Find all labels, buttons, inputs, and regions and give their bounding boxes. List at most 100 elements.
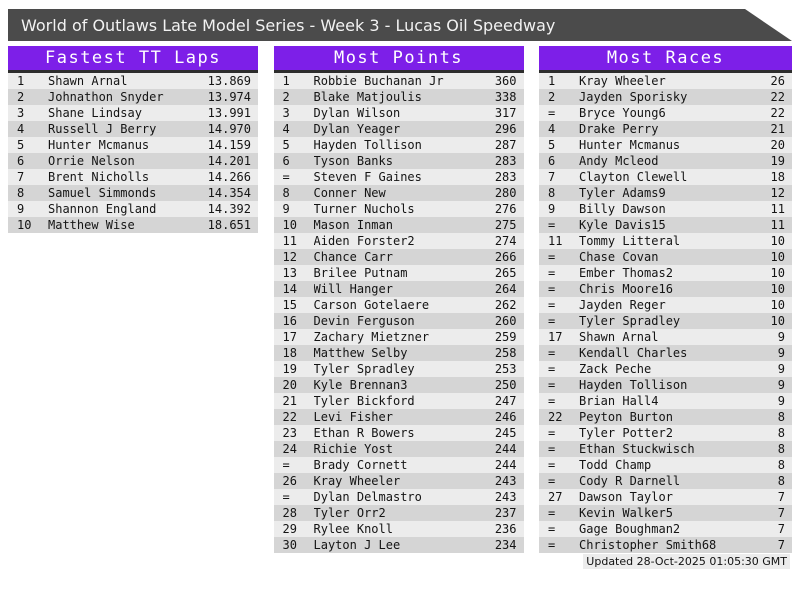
name-cell: Johnathon Snyder [48,90,164,104]
name-cell: Jayden Sporisky [579,90,688,104]
table-row: 17 Zachary Mietzner 259 [273,329,524,345]
value-cell: 259 [494,330,517,344]
panel-fastest-tt-laps: Fastest TT Laps 1 Shawn Arnal 13.869 2 J… [8,46,258,553]
value-cell: 9 [777,394,785,408]
table-row: 16 Devin Ferguson 260 [273,313,524,329]
name-cell: Shane Lindsay [48,106,142,120]
value-cell: 234 [494,538,517,552]
rank-cell: = [548,314,556,328]
name-cell: Matthew Selby [313,346,408,360]
rank-cell: 11 [282,234,297,248]
table-row: 21 Tyler Bickford 247 [273,393,524,409]
table-row: 13 Brilee Putnam 265 [273,265,524,281]
value-cell: 10 [770,282,785,296]
name-cell: Turner Nuchols [313,202,415,216]
panel-most-races: Most Races 1 Kray Wheeler 26 2 Jayden Sp… [539,46,792,553]
rank-cell: = [548,474,556,488]
name-cell: Steven F Gaines [313,170,422,184]
updated-timestamp: Updated 28-Oct-2025 01:05:30 GMT [583,554,790,569]
rank-cell: = [282,490,290,504]
rank-cell: 9 [17,202,25,216]
rank-cell: = [548,426,556,440]
table-row: 8 Samuel Simmonds 14.354 [8,185,258,201]
value-cell: 317 [494,106,517,120]
rank-cell: = [548,458,556,472]
table-row: 7 Brent Nicholls 14.266 [8,169,258,185]
rank-cell: = [548,346,556,360]
table-row: 6 Andy Mcleod 19 [539,153,792,169]
rank-cell: 2 [548,90,556,104]
table-row: 3 Shane Lindsay 13.991 [8,105,258,121]
rank-cell: 1 [282,74,290,88]
table-row: 18 Matthew Selby 258 [273,345,524,361]
value-cell: 283 [494,154,517,168]
rank-cell: = [548,282,556,296]
name-cell: Mason Inman [313,218,393,232]
name-cell: Brian Hall4 [579,394,659,408]
table-row: = Christopher Smith68 7 [539,537,792,553]
value-cell: 265 [494,266,517,280]
table-row: = Tyler Spradley 10 [539,313,792,329]
table-row: 20 Kyle Brennan3 250 [273,377,524,393]
rank-cell: 5 [282,138,290,152]
value-cell: 10 [770,250,785,264]
value-cell: 14.970 [207,122,251,136]
value-cell: 8 [777,442,785,456]
value-cell: 14.266 [207,170,251,184]
value-cell: 7 [777,522,785,536]
name-cell: Dylan Wilson [313,106,401,120]
table-row: = Cody R Darnell 8 [539,473,792,489]
rank-cell: 17 [282,330,297,344]
name-cell: Ethan Stuckwisch [579,442,695,456]
value-cell: 253 [494,362,517,376]
table-row: 4 Dylan Yeager 296 [273,121,524,137]
value-cell: 7 [777,538,785,552]
rank-cell: = [548,298,556,312]
name-cell: Clayton Clewell [579,170,688,184]
fastest-tt-laps-table: 1 Shawn Arnal 13.869 2 Johnathon Snyder … [8,73,258,233]
table-row: 4 Russell J Berry 14.970 [8,121,258,137]
name-cell: Ethan R Bowers [313,426,415,440]
table-row: 7 Clayton Clewell 18 [539,169,792,185]
rank-cell: 10 [282,218,297,232]
name-cell: Tyler Spradley [313,362,415,376]
rank-cell: 15 [282,298,297,312]
table-row: = Gage Boughman2 7 [539,521,792,537]
panel-title: Most Points [273,46,524,73]
name-cell: Andy Mcleod [579,154,659,168]
name-cell: Dylan Yeager [313,122,401,136]
app-title: World of Outlaws Late Model Series - Wee… [21,15,556,35]
name-cell: Zack Peche [579,362,652,376]
name-cell: Chase Covan [579,250,659,264]
table-row: 2 Johnathon Snyder 13.974 [8,89,258,105]
rank-cell: 3 [282,106,290,120]
table-row: 22 Peyton Burton 8 [539,409,792,425]
name-cell: Dawson Taylor [579,490,673,504]
name-cell: Matthew Wise [48,218,135,232]
value-cell: 8 [777,458,785,472]
value-cell: 9 [777,330,785,344]
rank-cell: 1 [17,74,25,88]
table-row: 10 Matthew Wise 18.651 [8,217,258,233]
rank-cell: 3 [17,106,25,120]
rank-cell: 10 [17,218,32,232]
name-cell: Brent Nicholls [48,170,150,184]
table-row: 1 Robbie Buchanan Jr 360 [273,73,524,89]
table-row: 2 Jayden Sporisky 22 [539,89,792,105]
table-row: 15 Carson Gotelaere 262 [273,297,524,313]
rank-cell: 9 [282,202,290,216]
table-row: = Kyle Davis15 11 [539,217,792,233]
name-cell: Russell J Berry [48,122,157,136]
panel-title: Fastest TT Laps [8,46,258,73]
table-row: 17 Shawn Arnal 9 [539,329,792,345]
value-cell: 10 [770,234,785,248]
value-cell: 11 [770,218,785,232]
value-cell: 14.392 [207,202,251,216]
rank-cell: 22 [548,410,563,424]
name-cell: Conner New [313,186,386,200]
name-cell: Levi Fisher [313,410,393,424]
value-cell: 18 [770,170,785,184]
name-cell: Will Hanger [313,282,393,296]
rank-cell: 20 [282,378,297,392]
table-row: 6 Orrie Nelson 14.201 [8,153,258,169]
